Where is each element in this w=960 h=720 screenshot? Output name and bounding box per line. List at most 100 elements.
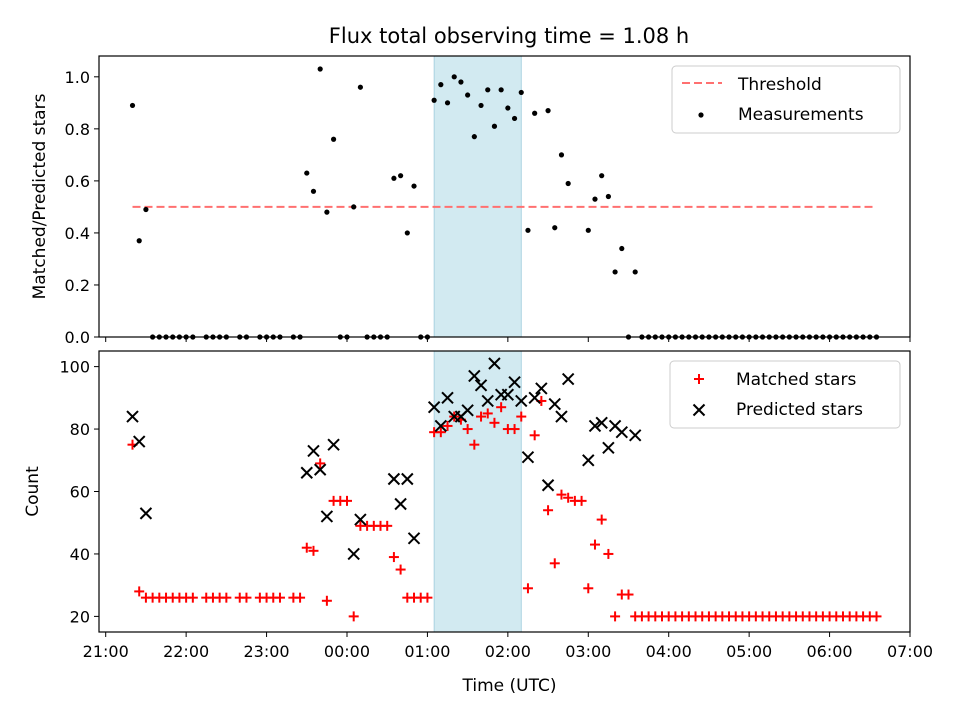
predicted-star-point — [394, 497, 407, 511]
matched-star-point — [435, 427, 446, 438]
y-tick-label: 20 — [70, 607, 90, 626]
predicted-star-point — [327, 438, 340, 451]
measurement-point — [351, 204, 357, 210]
predicted-star-point-b — [535, 382, 548, 395]
predicted-star-point-b — [602, 441, 615, 454]
predicted-star-point-b — [313, 463, 327, 476]
measurement-point — [632, 269, 638, 275]
matched-star-point — [134, 586, 145, 597]
predicted-star-point-b — [401, 472, 414, 486]
matched-star-point — [543, 505, 554, 516]
y-axis-ticks-bottom: 20 40 60 80 100 — [59, 358, 99, 626]
predicted-star-point-b — [139, 507, 153, 520]
matched-star-point — [623, 589, 634, 600]
shaded-interval-top — [433, 55, 522, 338]
predicted-star-point-b — [468, 369, 481, 383]
predicted-star-point-b — [354, 513, 367, 526]
predicted-star-point — [548, 397, 561, 411]
measurement-point — [518, 89, 524, 96]
predicted-star-point — [441, 391, 454, 405]
predicted-star-point — [508, 376, 521, 389]
predicted-star-point — [541, 479, 555, 492]
predicted-star-point — [401, 472, 414, 486]
matched-star-point — [603, 548, 614, 559]
predicted-star-point — [354, 513, 367, 526]
predicted-star-point-b — [608, 419, 622, 433]
predicted-star-point-b — [588, 419, 602, 433]
matched-star-point — [556, 489, 567, 500]
y-axis-ticks-top: 0.0 0.2 0.4 0.6 0.8 1.0 — [65, 68, 99, 347]
y-tick-label: 40 — [70, 545, 90, 564]
predicted-star-point-b — [300, 466, 313, 479]
legend-plus-marker — [694, 374, 704, 384]
legend-top-box — [671, 65, 901, 134]
measurement-point — [612, 269, 618, 275]
predicted-star-point — [615, 425, 629, 439]
predicted-star-point-b — [387, 472, 401, 486]
x-tick-label: 07:00 — [887, 642, 933, 661]
predicted-star-point-b — [501, 388, 515, 401]
predicted-star-point — [320, 510, 334, 523]
measurement-point — [398, 173, 404, 179]
measurement-point — [324, 209, 330, 215]
legend-predicted-swatch — [692, 403, 706, 417]
measurement-point — [129, 102, 136, 109]
predicted-star-point-b — [474, 379, 488, 392]
chart-title: Flux total observing time = 1.08 h — [329, 24, 689, 48]
predicted-star-point-b — [394, 497, 407, 511]
x-tick-label: 02:00 — [485, 642, 531, 661]
predicted-star-point — [313, 463, 327, 476]
predicted-star-point-b — [555, 410, 568, 423]
predicted-star-point — [555, 410, 568, 423]
predicted-star-point-b — [628, 429, 642, 442]
measurement-point — [552, 225, 558, 231]
y-tick-label: 0.6 — [65, 172, 90, 191]
measurement-point — [411, 183, 417, 189]
predicted-star-point — [582, 454, 595, 467]
matched-star-point — [549, 558, 560, 569]
predicted-stars-points — [126, 357, 642, 561]
predicted-star-point-b — [133, 435, 146, 448]
measurement-point — [431, 97, 437, 103]
legend-predicted-label: Predicted stars — [736, 400, 863, 420]
matched-star-point — [321, 595, 332, 606]
legend-measurements-swatch — [698, 112, 704, 118]
matched-star-point — [388, 552, 399, 563]
predicted-star-point-b — [407, 532, 421, 545]
x-tick-label: 23:00 — [244, 642, 290, 661]
y-axis-label-bottom: Count — [23, 466, 43, 517]
predicted-star-point-b — [126, 410, 139, 423]
predicted-star-point-b — [327, 438, 340, 451]
legend-bottom: Matched stars Predicted stars — [669, 360, 901, 429]
measurement-point — [491, 123, 498, 129]
predicted-star-point-b — [615, 425, 629, 439]
predicted-star-point-b — [521, 450, 535, 464]
predicted-star-point — [307, 444, 320, 458]
predicted-star-point-b — [441, 391, 454, 405]
predicted-star-point — [528, 391, 541, 405]
measurement-point — [357, 84, 363, 90]
predicted-star-point — [474, 379, 488, 392]
plot-frame-top — [98, 55, 911, 338]
measurement-point — [317, 66, 323, 72]
matched-star-point — [589, 539, 600, 550]
measurement-point — [558, 152, 565, 158]
predicted-star-point-b — [461, 404, 474, 417]
x-tick-label: 03:00 — [565, 642, 611, 661]
plot-frame-bottom — [98, 350, 911, 633]
matched-star-point — [576, 495, 587, 506]
matched-stars-points — [127, 395, 882, 622]
x-tick-label: 06:00 — [807, 642, 853, 661]
legend-matched-label: Matched stars — [736, 370, 856, 390]
measurement-point — [451, 74, 457, 80]
y-tick-label: 60 — [70, 483, 90, 502]
predicted-star-point — [139, 507, 153, 520]
measurement-point — [143, 206, 149, 213]
predicted-star-point — [461, 404, 474, 417]
y-tick-label: 100 — [59, 358, 90, 377]
predicted-star-point — [468, 369, 481, 383]
measurement-point — [511, 115, 518, 122]
measurement-point — [458, 79, 464, 85]
matched-star-point — [583, 583, 594, 594]
x-tick-label: 21:00 — [83, 642, 129, 661]
